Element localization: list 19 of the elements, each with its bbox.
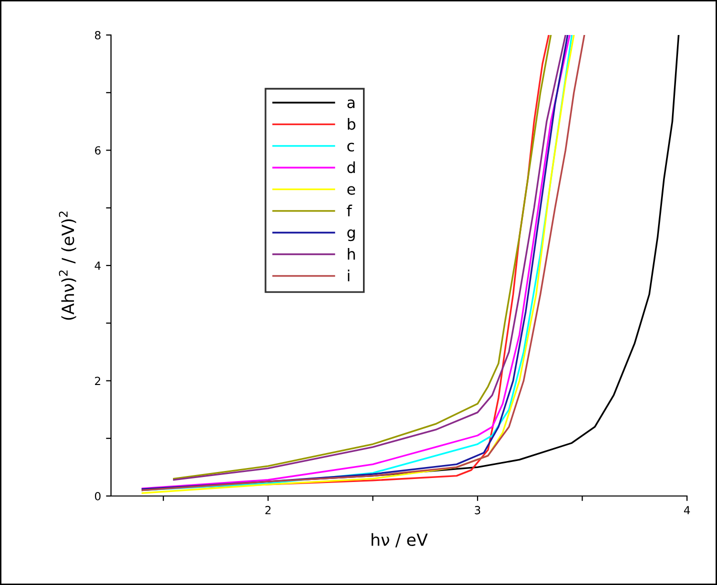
legend-label: i [348, 270, 350, 282]
legend-label: g [347, 229, 355, 242]
x-tick-label: 2 [265, 506, 271, 514]
legend-label: f [346, 204, 352, 216]
y-tick-label: 0 [94, 492, 101, 500]
y-tick-label: 2 [95, 376, 100, 385]
x-tick-label: 3 [474, 506, 480, 514]
x-tick-label: 4 [684, 506, 690, 514]
y-axis-title: (Ahν)$^{2}$ / (eV)$^{2}$ [58, 212, 76, 320]
legend-label: b [348, 118, 356, 130]
legend-label: e [347, 186, 356, 195]
legend-label: c [347, 142, 354, 152]
y-tick-label: 8 [94, 30, 101, 40]
y-tick-label: 6 [94, 146, 101, 155]
legend-label: d [347, 161, 355, 174]
legend-label: h [348, 248, 355, 260]
x-axis-title: hν / eV [372, 533, 428, 548]
legend-label: a [347, 99, 354, 108]
y-tick-label: 4 [94, 262, 101, 270]
